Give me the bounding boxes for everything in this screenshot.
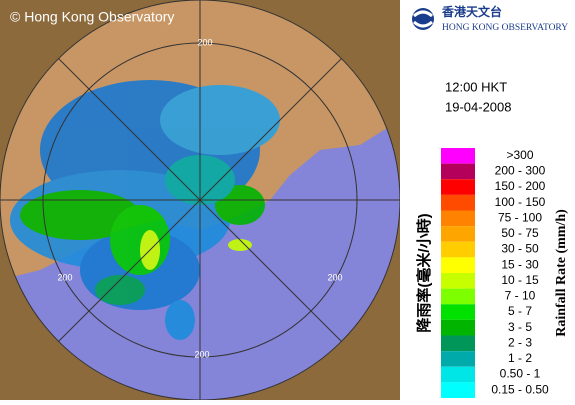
legend-swatch <box>441 288 475 305</box>
logo: 香港天文台 HONG KONG OBSERVATORY <box>412 4 568 33</box>
legend-label: 10 - 15 <box>501 273 539 287</box>
legend-swatch <box>441 319 475 336</box>
legend-label: 1 - 2 <box>508 351 532 365</box>
legend-swatch <box>441 351 475 367</box>
legend-title-chinese: 降雨率(毫米/小時) <box>415 213 433 332</box>
legend-swatch <box>441 366 475 383</box>
legend-label: 15 - 30 <box>501 257 539 271</box>
legend-swatch <box>441 304 475 320</box>
side-panel <box>400 0 575 400</box>
legend-swatch <box>441 210 475 227</box>
legend-swatch <box>441 241 475 258</box>
legend-swatch <box>441 148 475 164</box>
legend-label: 75 - 100 <box>498 210 542 224</box>
legend-label: 3 - 5 <box>508 320 532 334</box>
range-grid <box>0 0 400 400</box>
legend-label: 2 - 3 <box>508 335 532 349</box>
ring-label: 200 <box>327 272 342 282</box>
legend-label: 50 - 75 <box>501 226 539 240</box>
legend-swatch <box>441 273 475 289</box>
legend-label: 0.15 - 0.50 <box>491 382 549 396</box>
ring-labels: 200 200 200 200 <box>57 37 342 359</box>
ring-label: 200 <box>197 37 212 47</box>
legend-swatch <box>441 194 475 211</box>
legend-swatch <box>441 179 475 195</box>
legend-swatch <box>441 226 475 242</box>
radar-disc <box>0 0 400 400</box>
legend-title-english: Rainfall Rate (mm/h) <box>554 209 569 337</box>
legend-label: 200 - 300 <box>495 164 546 178</box>
ring-label: 200 <box>194 349 209 359</box>
rain-echoes <box>10 80 280 340</box>
date: 19-04-2008 <box>445 99 512 114</box>
legend-label: 100 - 150 <box>495 195 546 209</box>
time: 12:00 HKT <box>445 79 507 94</box>
logo-english: HONG KONG OBSERVATORY <box>442 23 568 33</box>
legend-swatch <box>441 335 475 352</box>
legend-swatch <box>441 382 475 398</box>
legend-label: 0.50 - 1 <box>500 367 541 381</box>
logo-chinese: 香港天文台 <box>441 4 502 19</box>
legend-swatch <box>441 163 475 180</box>
legend-label: 7 - 10 <box>505 289 536 303</box>
legend-label: 5 - 7 <box>508 304 532 318</box>
legend-label: 30 - 50 <box>501 242 539 256</box>
legend-label: >300 <box>506 148 533 162</box>
legend-swatch <box>441 257 475 273</box>
ring-label: 200 <box>57 272 72 282</box>
copyright: © Hong Kong Observatory <box>10 9 174 25</box>
legend-label: 150 - 200 <box>495 179 546 193</box>
